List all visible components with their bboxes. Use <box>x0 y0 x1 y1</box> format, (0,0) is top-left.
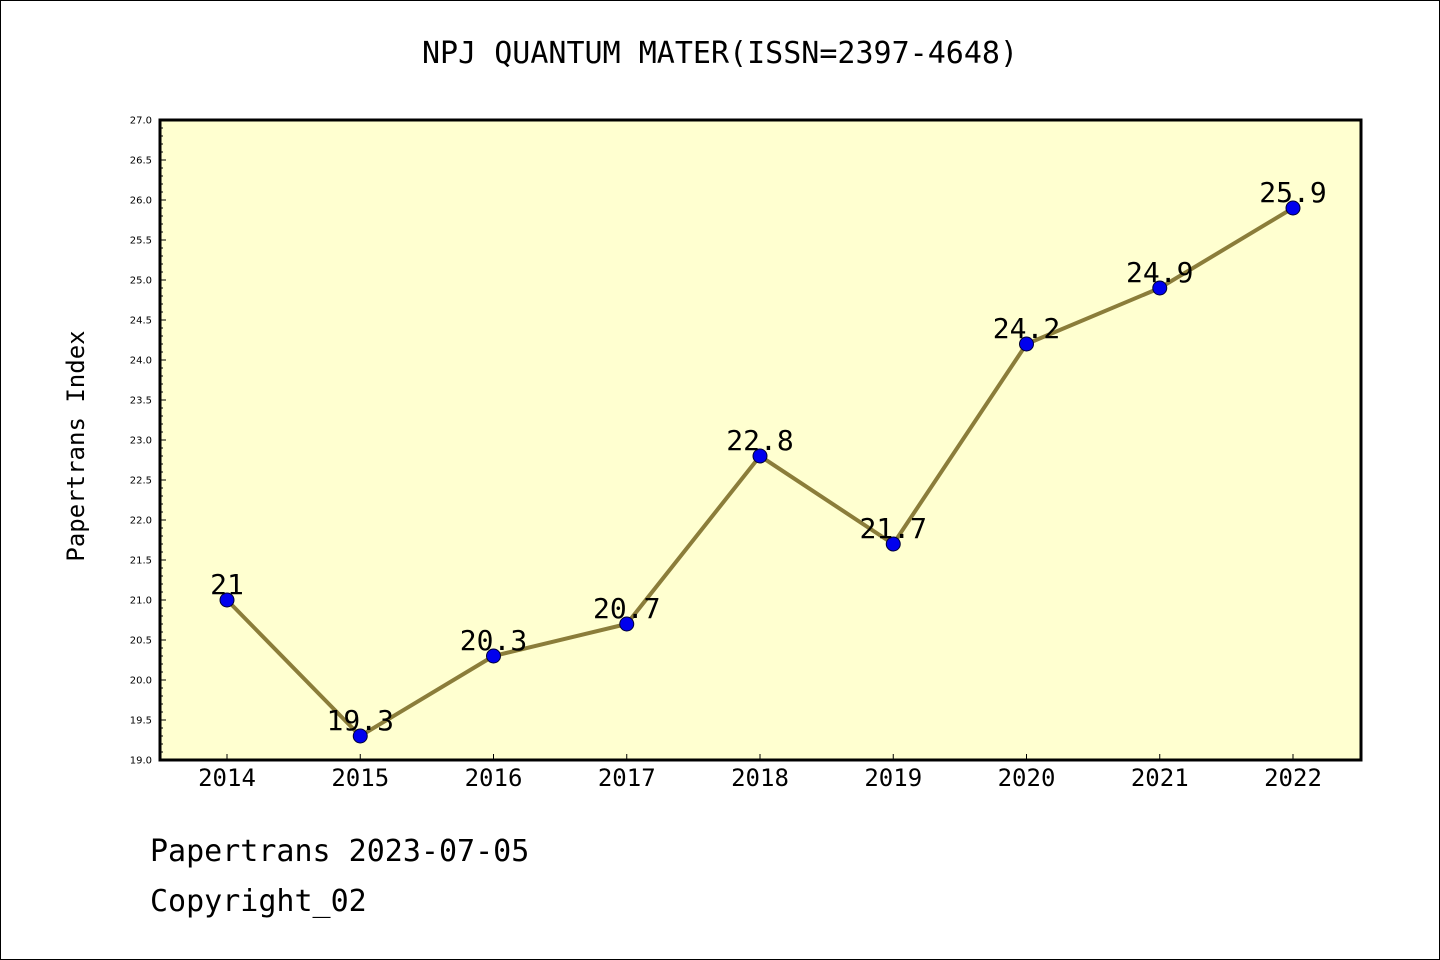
footer-copyright-line: Copyright_02 <box>150 884 367 919</box>
y-tick-label: 19.5 <box>130 716 152 727</box>
x-tick-label: 2018 <box>731 764 789 792</box>
data-label: 24.2 <box>993 312 1060 345</box>
data-point <box>1019 336 1034 352</box>
x-tick-label: 2022 <box>1264 764 1322 792</box>
data-label: 20.3 <box>460 624 527 657</box>
data-label: 20.7 <box>593 592 660 625</box>
y-tick-label: 23.0 <box>130 436 152 447</box>
x-axis: 2014 2015 2016 2017 2018 2019 2020 2021 2022 <box>198 754 1322 792</box>
y-tick-label: 27.0 <box>130 116 152 127</box>
plot-border <box>158 118 1363 762</box>
y-tick-label: 23.5 <box>130 396 152 407</box>
y-tick-label: 25.5 <box>130 236 152 247</box>
data-label: 25.9 <box>1259 176 1326 209</box>
data-point <box>752 448 768 464</box>
x-tick-label: 2015 <box>331 764 389 792</box>
footer-date-line: Papertrans 2023-07-05 <box>150 834 530 869</box>
y-axis: 19.0 19.5 20.0 20.5 21.0 21.5 22.0 22.5 23.0 23.5… <box>130 116 166 767</box>
y-tick-label: 22.0 <box>130 516 152 527</box>
x-tick-label: 2017 <box>598 764 656 792</box>
x-tick-label: 2019 <box>864 764 922 792</box>
data-point <box>219 592 235 608</box>
x-tick-label: 2020 <box>998 764 1056 792</box>
x-tick-label: 2021 <box>1131 764 1189 792</box>
y-tick-label: 24.5 <box>130 316 152 327</box>
series-points-group <box>219 200 1301 744</box>
y-tick-label: 26.5 <box>130 156 152 167</box>
y-tick-label: 20.5 <box>130 636 152 647</box>
data-point <box>1152 280 1168 296</box>
data-label: 21 <box>210 568 244 601</box>
data-point <box>352 728 368 744</box>
y-tick-label: 21.5 <box>130 556 152 567</box>
y-tick-label: 25.0 <box>130 276 152 287</box>
data-label: 21.7 <box>860 512 927 545</box>
plot-area <box>160 120 1361 760</box>
data-point <box>619 616 635 632</box>
chart-title: NPJ QUANTUM MATER(ISSN=2397-4648) <box>421 36 1019 71</box>
y-tick-label: 20.0 <box>130 676 152 687</box>
data-point <box>486 648 501 664</box>
data-labels-group: 21 19.3 20.3 20.7 22.8 21.7 24.2 24.9 25.9 <box>210 176 1327 737</box>
x-tick-label: 2016 <box>465 764 523 792</box>
y-tick-label: 24.0 <box>130 356 152 367</box>
data-label: 24.9 <box>1126 256 1193 289</box>
data-point <box>885 536 901 552</box>
y-tick-label: 26.0 <box>130 196 152 207</box>
y-axis-label: Papertrans Index <box>62 330 90 561</box>
data-point <box>1285 200 1301 216</box>
data-label: 19.3 <box>327 704 394 737</box>
x-tick-label: 2014 <box>198 764 256 792</box>
data-label: 22.8 <box>726 424 793 457</box>
y-tick-label: 19.0 <box>130 756 152 767</box>
y-tick-label: 22.5 <box>130 476 152 487</box>
y-tick-label: 21.0 <box>130 596 152 607</box>
